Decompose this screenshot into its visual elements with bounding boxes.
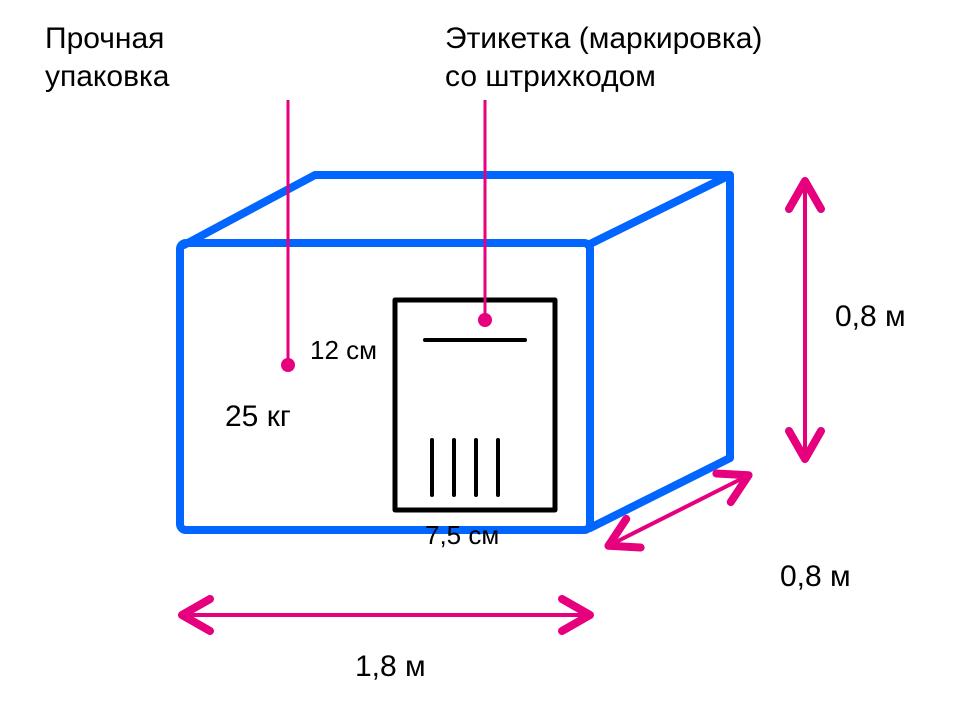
- dim-height-text: 0,8 м: [835, 300, 906, 334]
- weight-text: 25 кг: [225, 400, 291, 434]
- label-width-text: 7,5 см: [425, 520, 499, 551]
- barcode-label: [395, 300, 555, 510]
- barcode-label-text: Этикетка (маркировка) со штрихкодом: [445, 20, 762, 95]
- dim-depth-text: 0,8 м: [780, 560, 851, 594]
- package-diagram: [0, 0, 968, 726]
- packaging-label: Прочная упаковка: [45, 20, 169, 95]
- callout-label: [478, 100, 492, 327]
- callout-packaging: [281, 100, 295, 372]
- dim-width-text: 1,8 м: [355, 650, 426, 684]
- label-height-text: 12 см: [310, 335, 377, 366]
